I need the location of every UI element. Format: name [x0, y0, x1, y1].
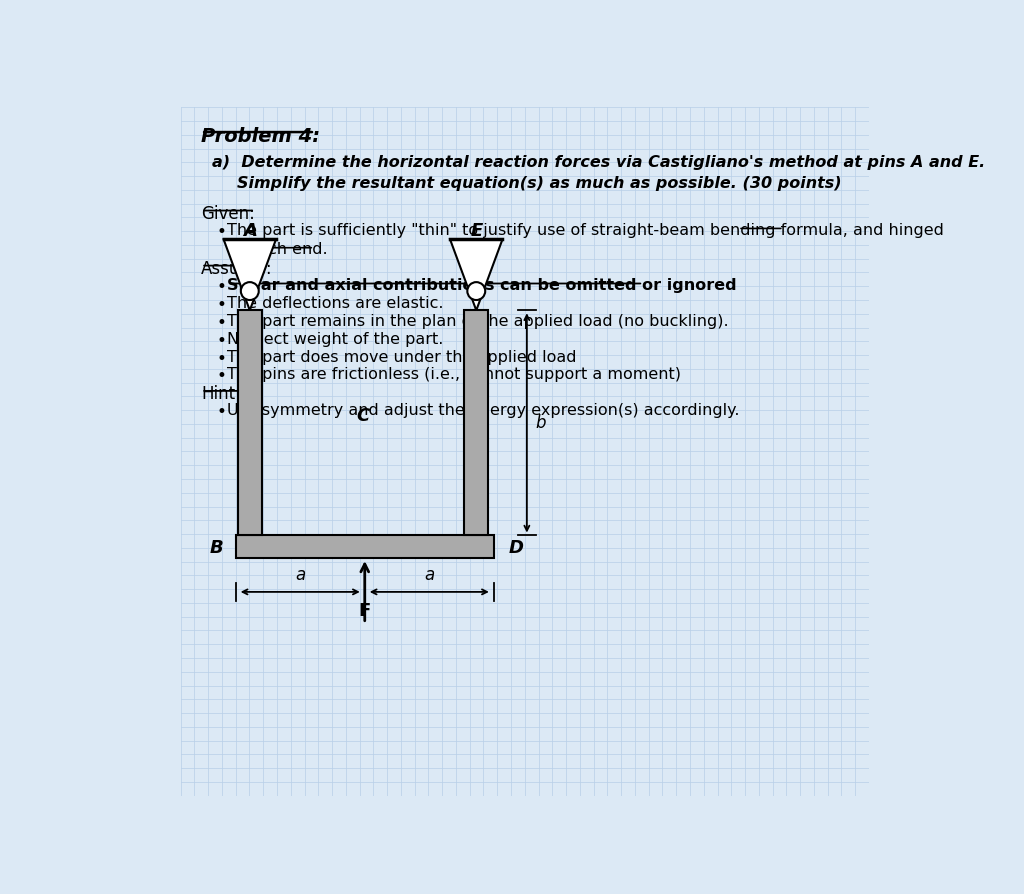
Text: a)  Determine the horizontal reaction forces via Castigliano's method at pins A : a) Determine the horizontal reaction for… — [212, 156, 985, 171]
Text: •: • — [216, 350, 226, 367]
Circle shape — [467, 283, 485, 300]
Text: B: B — [210, 539, 223, 557]
Text: •: • — [216, 278, 226, 296]
Polygon shape — [464, 310, 488, 536]
Polygon shape — [451, 240, 503, 310]
Circle shape — [241, 283, 259, 300]
Text: A: A — [243, 223, 257, 240]
Text: The part is sufficiently "thin" to justify use of straight-beam bending formula,: The part is sufficiently "thin" to justi… — [227, 223, 944, 238]
Text: •: • — [216, 314, 226, 332]
Text: The pins are frictionless (i.e., cannot support a moment): The pins are frictionless (i.e., cannot … — [227, 367, 681, 383]
Text: b: b — [536, 414, 546, 432]
Text: •: • — [216, 223, 226, 240]
Text: at each end.: at each end. — [227, 242, 328, 257]
Text: The deflections are elastic.: The deflections are elastic. — [227, 296, 444, 311]
Text: Simplify the resultant equation(s) as much as possible. (30 points): Simplify the resultant equation(s) as mu… — [238, 176, 842, 191]
Text: Problem 4:: Problem 4: — [202, 127, 321, 146]
Text: Neglect weight of the part.: Neglect weight of the part. — [227, 332, 443, 347]
Text: F: F — [358, 603, 371, 620]
Text: a: a — [424, 566, 434, 584]
Polygon shape — [236, 536, 494, 558]
Text: Shear and axial contributions can be omitted or ignored: Shear and axial contributions can be omi… — [227, 278, 737, 293]
Text: Assume:: Assume: — [202, 260, 272, 278]
Text: C: C — [356, 407, 370, 425]
Text: a: a — [295, 566, 305, 584]
Polygon shape — [238, 310, 262, 536]
Text: •: • — [216, 296, 226, 314]
Text: The part remains in the plan of the applied load (no buckling).: The part remains in the plan of the appl… — [227, 314, 729, 329]
Text: Hint:: Hint: — [202, 385, 241, 403]
Text: •: • — [216, 367, 226, 385]
Text: •: • — [216, 332, 226, 350]
Text: D: D — [509, 539, 524, 557]
Text: The part does move under the applied load: The part does move under the applied loa… — [227, 350, 577, 365]
Text: E: E — [470, 223, 482, 240]
Text: Given:: Given: — [202, 205, 255, 223]
Polygon shape — [223, 240, 275, 310]
Text: •: • — [216, 403, 226, 421]
Text: Use symmetry and adjust the energy expression(s) accordingly.: Use symmetry and adjust the energy expre… — [227, 403, 740, 418]
